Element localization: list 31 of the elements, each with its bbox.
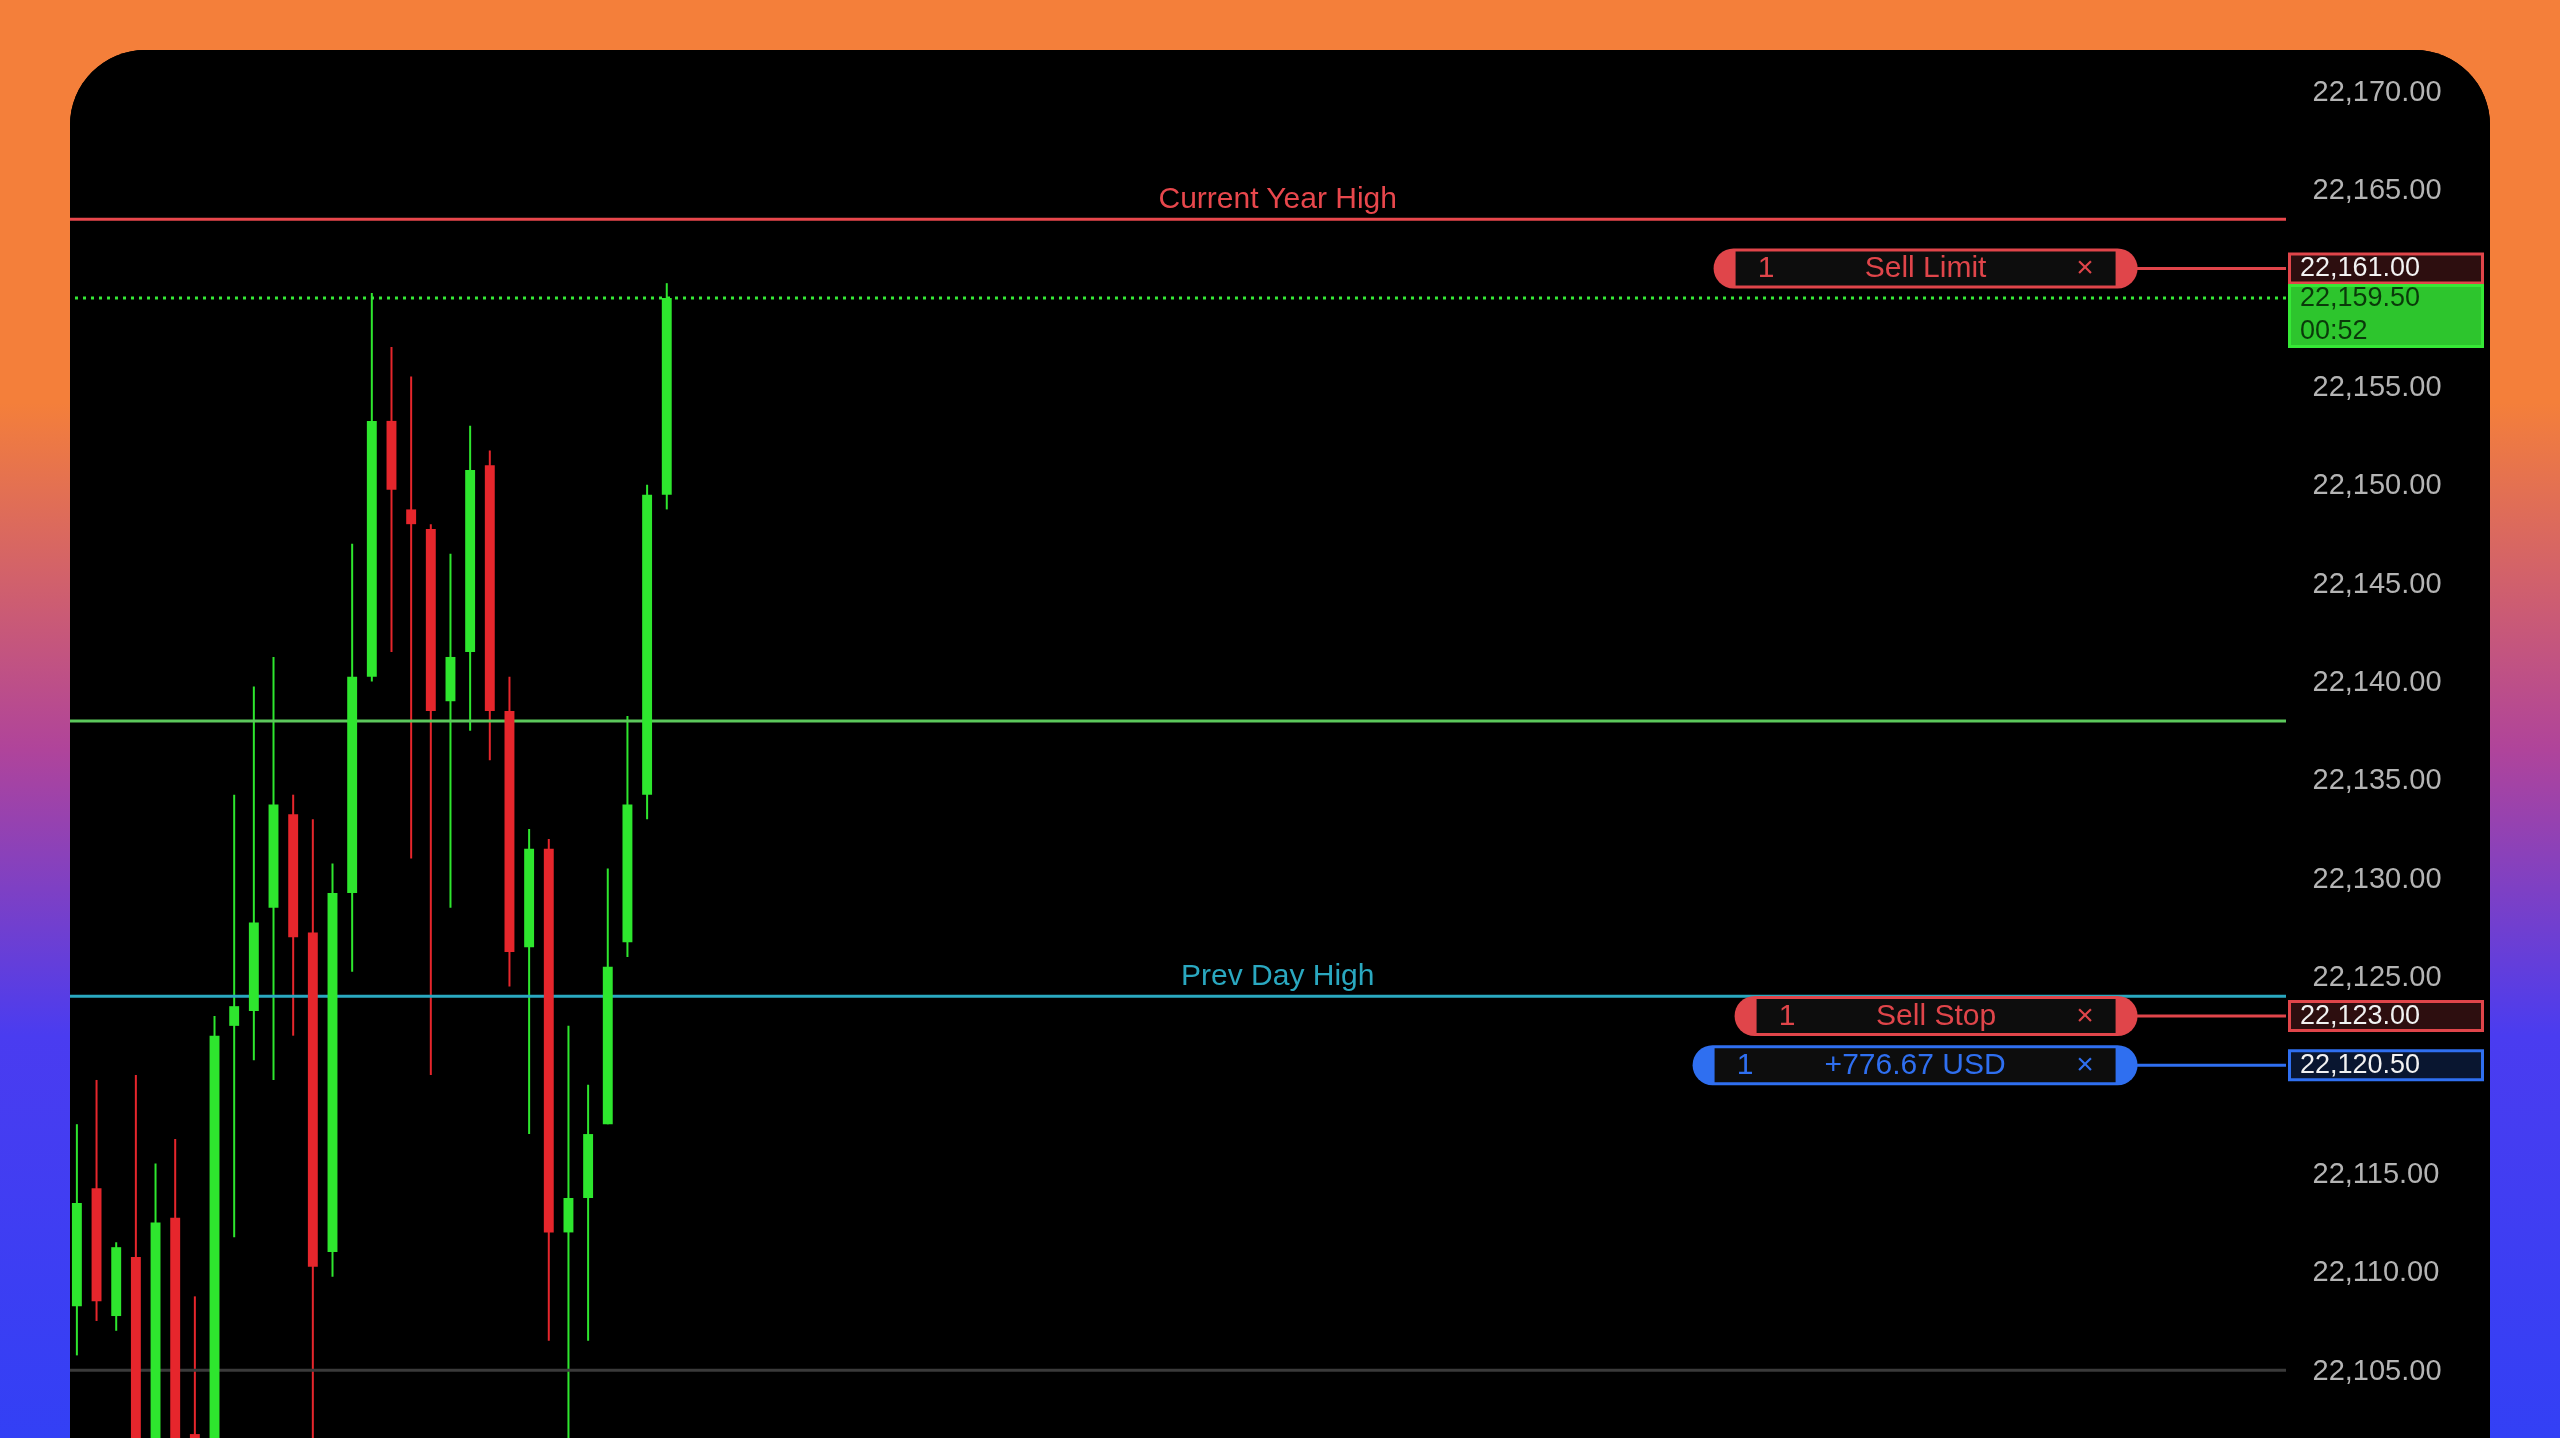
- ref-line-label: 22,123.00: [2300, 1000, 2421, 1031]
- text: 00:52: [2300, 314, 2368, 345]
- y-tick-label: 22,165.00: [2312, 173, 2442, 206]
- y-tick-label: 22,105.00: [2312, 1353, 2442, 1386]
- annotation: Sell Limit: [1864, 250, 1988, 284]
- y-tick-label: 22,170.00: [2312, 74, 2442, 107]
- annotation: Sell Stop: [1876, 998, 1997, 1032]
- y-tick-label: 22,130.00: [2312, 861, 2442, 894]
- y-tick-label: 22,135.00: [2312, 763, 2442, 796]
- ref-line-label: Prev Day High: [1181, 958, 1375, 992]
- ref-line-label: 22,161.00: [2300, 252, 2421, 283]
- y-tick-label: 22,150.00: [2312, 468, 2442, 501]
- annotation: ×: [2076, 1047, 2094, 1081]
- annotation: ×: [2076, 250, 2094, 284]
- ref-line-label: 22,120.50: [2300, 1049, 2421, 1080]
- y-tick-label: 22,115.00: [2312, 1156, 2440, 1189]
- y-tick-label: 22,125.00: [2312, 960, 2442, 993]
- ref-line-label: 22,159.50: [2300, 281, 2421, 312]
- y-tick-label: 22,110.00: [2312, 1255, 2440, 1288]
- candlestick: [406, 375, 417, 860]
- annotation: 1: [1757, 250, 1775, 284]
- candlestick: [229, 793, 240, 1239]
- y-tick-label: 22,155.00: [2312, 369, 2442, 402]
- annotation: +776.67 USD: [1824, 1047, 2006, 1081]
- y-tick-label: 22,145.00: [2312, 566, 2442, 599]
- candlestick: [445, 552, 456, 909]
- annotation: 1: [1736, 1047, 1754, 1081]
- ref-line-label: Current Year High: [1158, 181, 1397, 215]
- y-tick-label: 22,140.00: [2312, 665, 2442, 698]
- annotation: 1: [1778, 998, 1796, 1032]
- annotation: ×: [2076, 998, 2094, 1032]
